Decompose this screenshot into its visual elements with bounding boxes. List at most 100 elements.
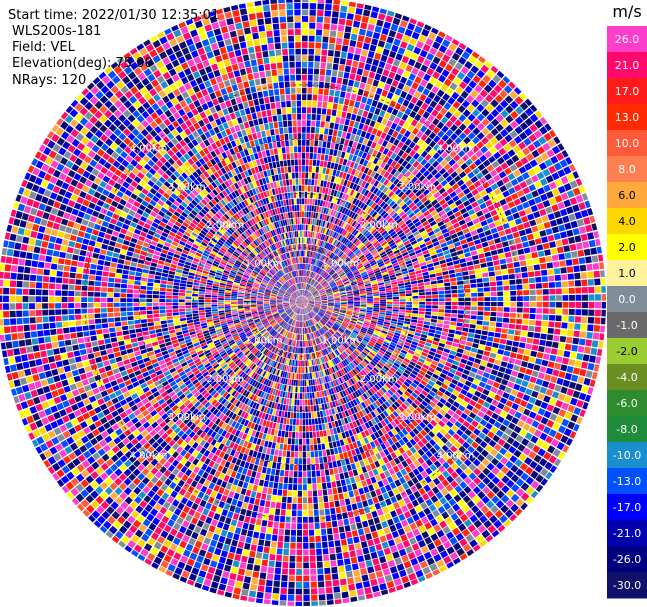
sweep-gate [388, 269, 395, 274]
sweep-gate [325, 235, 329, 242]
sweep-gate [387, 504, 395, 512]
sweep-gate [418, 358, 425, 364]
sweep-gate [321, 304, 328, 306]
sweep-gate [581, 385, 589, 394]
sweep-gate [367, 184, 373, 191]
sweep-gate [452, 237, 460, 243]
sweep-gate [419, 261, 427, 267]
sweep-gate [366, 310, 373, 313]
sweep-gate [349, 277, 355, 281]
sweep-gate [506, 436, 515, 445]
sweep-gate [342, 38, 350, 46]
sweep-gate [413, 335, 420, 340]
sweep-gate [313, 153, 317, 160]
sweep-gate [302, 120, 306, 127]
sweep-gate [320, 307, 327, 310]
sweep-gate [325, 115, 331, 122]
sweep-gate [531, 405, 540, 413]
sweep-gate [569, 243, 577, 251]
sweep-gate [334, 218, 339, 225]
sweep-gate [374, 254, 381, 260]
sweep-gate [499, 89, 508, 99]
sweep-gate [464, 288, 471, 293]
sweep-gate [311, 251, 314, 258]
sweep-gate [562, 302, 569, 308]
sweep-gate [335, 184, 340, 191]
sweep-gate [428, 195, 436, 203]
sweep-gate [336, 191, 341, 198]
sweep-gate [313, 75, 319, 82]
sweep-gate [425, 305, 432, 309]
sweep-gate [306, 126, 311, 133]
sweep-gate [462, 384, 470, 392]
sweep-gate [302, 185, 305, 192]
sweep-gate [319, 278, 325, 284]
sweep-gate [367, 298, 373, 300]
sweep-gate [509, 375, 517, 383]
sweep-gate [481, 127, 490, 136]
sweep-gate [306, 292, 310, 297]
sweep-gate [441, 267, 448, 272]
sweep-gate [465, 341, 473, 347]
sweep-gate [398, 354, 405, 360]
sweep-gate [515, 278, 523, 285]
sweep-gate [516, 284, 523, 290]
sweep-gate [482, 321, 490, 326]
sweep-gate [543, 426, 551, 435]
sweep-gate [403, 85, 411, 93]
sweep-gate [438, 74, 447, 83]
sweep-gate [337, 164, 342, 171]
sweep-gate [579, 331, 587, 338]
sweep-gate [372, 285, 379, 289]
sweep-gate [492, 74, 501, 84]
sweep-gate [458, 362, 466, 369]
sweep-gate [601, 302, 606, 309]
sweep-gate [302, 299, 308, 302]
sweep-gate [357, 318, 364, 322]
sweep-gate [445, 87, 454, 96]
sweep-gate [444, 290, 451, 294]
sweep-gate [390, 276, 397, 281]
sweep-gate [302, 146, 306, 153]
sweep-gate [311, 238, 314, 245]
sweep-gate [409, 325, 417, 329]
sweep-gate [382, 243, 389, 249]
sweep-gate [335, 267, 341, 273]
sweep-gate [368, 341, 375, 346]
sweep-gate [302, 61, 308, 68]
sweep-gate [411, 205, 418, 212]
sweep-gate [504, 427, 513, 436]
sweep-gate [443, 217, 450, 224]
sweep-gate [317, 287, 323, 291]
sweep-gate [395, 359, 402, 365]
sweep-gate [306, 277, 309, 284]
sweep-gate [325, 243, 330, 249]
sweep-gate [468, 270, 475, 275]
sweep-gate [455, 86, 464, 95]
sweep-gate [500, 333, 508, 339]
sweep-gate [308, 278, 311, 284]
sweep-gate [478, 344, 486, 350]
sweep-gate [315, 300, 321, 301]
sweep-gate [326, 62, 333, 70]
sweep-gate [519, 101, 529, 111]
sweep-gate [466, 221, 474, 227]
sweep-gate [506, 215, 514, 222]
sweep-gate [309, 9, 316, 16]
sweep-gate [319, 134, 324, 141]
sweep-gate [328, 268, 333, 274]
sweep-gate [373, 93, 381, 101]
sweep-gate [338, 220, 343, 227]
sweep-gate [526, 259, 533, 266]
sweep-gate [465, 256, 473, 262]
sweep-gate [347, 217, 353, 224]
sweep-gate [353, 162, 359, 170]
sweep-gate [379, 238, 386, 245]
sweep-gate [398, 283, 405, 287]
sweep-gate [415, 270, 422, 275]
sweep-gate [392, 289, 399, 292]
sweep-gate [392, 351, 399, 357]
sweep-gate [413, 246, 421, 252]
sweep-gate [344, 239, 349, 245]
sweep-gate [513, 169, 521, 178]
